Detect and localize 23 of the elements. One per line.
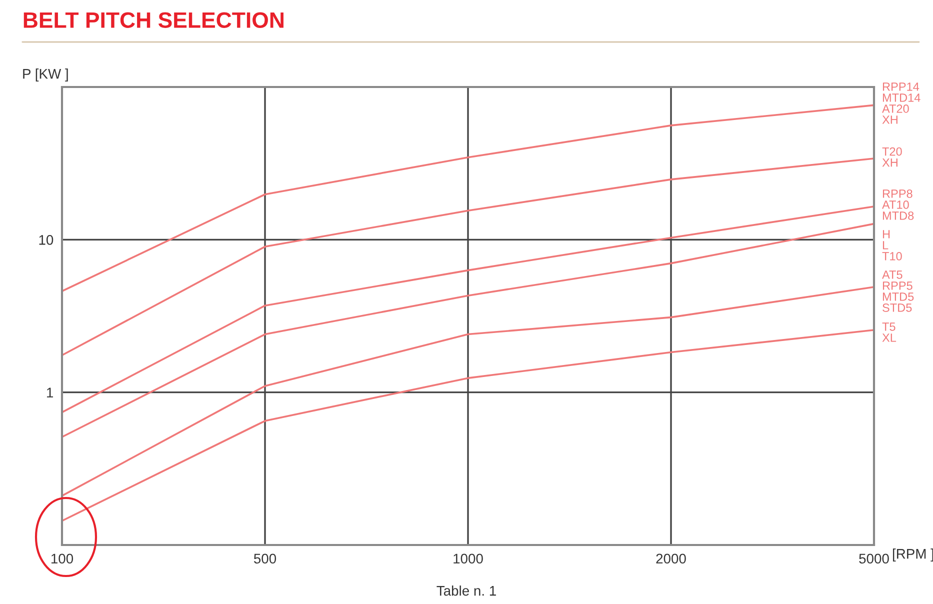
series-label: H L T10 [882, 230, 902, 260]
x-tick-label: 500 [254, 554, 276, 564]
series-label: T20 XH [882, 147, 902, 167]
line-series [62, 104, 874, 292]
series-label: AT5 RPP5 MTD5 STD5 [882, 270, 914, 312]
y-axis-title: P [KW ] [23, 68, 68, 82]
y-tick-label: 1 [47, 388, 53, 398]
series-label: RPP14 MTD14 AT20 XH [882, 82, 920, 124]
series-label: T5 XL [882, 322, 896, 342]
text: Table n. 1 [436, 586, 496, 596]
chart-title: BELT PITCH SELECTION [24, 12, 284, 28]
x-axis-title: [RPM ] [892, 548, 933, 562]
line-series [62, 206, 874, 414]
series-label: RPP8 AT10 MTD8 [882, 190, 914, 220]
x-tick-label: 1000 [454, 554, 483, 564]
x-tick-label: 100 [51, 554, 74, 564]
x-tick-label: 5000 [859, 554, 889, 564]
x-tick-label: 2000 [656, 554, 686, 564]
y-tick-label: 10 [39, 235, 54, 245]
line-series [62, 222, 874, 438]
line-series [62, 286, 874, 497]
line-series [62, 158, 874, 356]
line-series [62, 329, 874, 522]
